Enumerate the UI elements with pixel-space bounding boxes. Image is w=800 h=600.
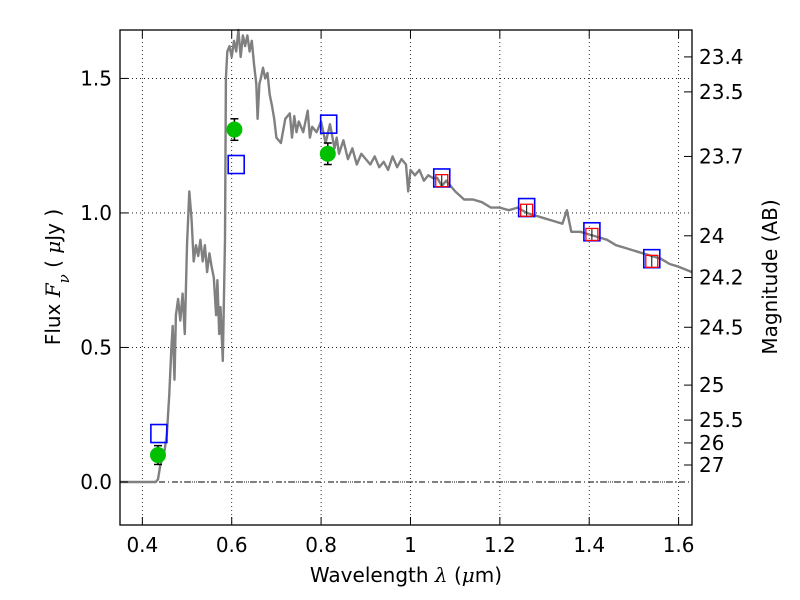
grid (120, 30, 692, 525)
right-tick-label: 26 (699, 431, 724, 455)
right-tick-label: 23.7 (699, 144, 744, 168)
right-tick-label: 24.2 (699, 266, 744, 290)
x-tick-label: 1.6 (663, 533, 695, 557)
x-tick-label: 0.6 (216, 533, 248, 557)
observed-point (149, 447, 166, 464)
right-tick-label: 25 (699, 373, 724, 397)
right-tick-label: 23.4 (699, 45, 744, 69)
x-tick-label: 0.8 (305, 533, 337, 557)
model-photometry-square (227, 154, 245, 175)
measured-square (645, 254, 659, 269)
measured-square (520, 203, 534, 217)
x-axis-label: Wavelength λ (μm) (310, 563, 502, 587)
model-photometry-square (150, 423, 168, 444)
x-tick-label: 1.4 (573, 533, 605, 557)
x-tick-label: 1 (404, 533, 417, 557)
y-tick-label: 0.5 (80, 335, 112, 359)
observed-point (226, 121, 243, 138)
right-tick-label: 23.5 (699, 80, 744, 104)
series-layer (120, 28, 693, 484)
measured-square (585, 227, 599, 242)
y-tick-label: 1.0 (80, 201, 112, 225)
ticks: 0.4 0.6 0.8 1 1.2 1.4 1.6 0.0 0.5 1.0 1.5 23.4 23.5 2… (80, 30, 744, 557)
spectrum-line (120, 28, 693, 484)
y-tick-label: 1.5 (80, 66, 112, 90)
right-tick-label: 24 (699, 224, 724, 248)
observed-point (319, 145, 336, 162)
x-tick-label: 0.4 (126, 533, 158, 557)
right-tick-label: 24.5 (699, 315, 744, 339)
x-tick-label: 1.2 (484, 533, 516, 557)
model-photometry-square (319, 114, 338, 134)
right-tick-label: 27 (699, 453, 724, 477)
right-axis-label: Magnitude (AB) (758, 199, 782, 354)
y-tick-label: 0.0 (80, 470, 112, 494)
plot-background (120, 30, 692, 525)
measured-square (435, 174, 449, 188)
y-axis-label: Flux Fν ( μJy ) (41, 209, 73, 345)
right-tick-label: 25.5 (699, 408, 744, 432)
